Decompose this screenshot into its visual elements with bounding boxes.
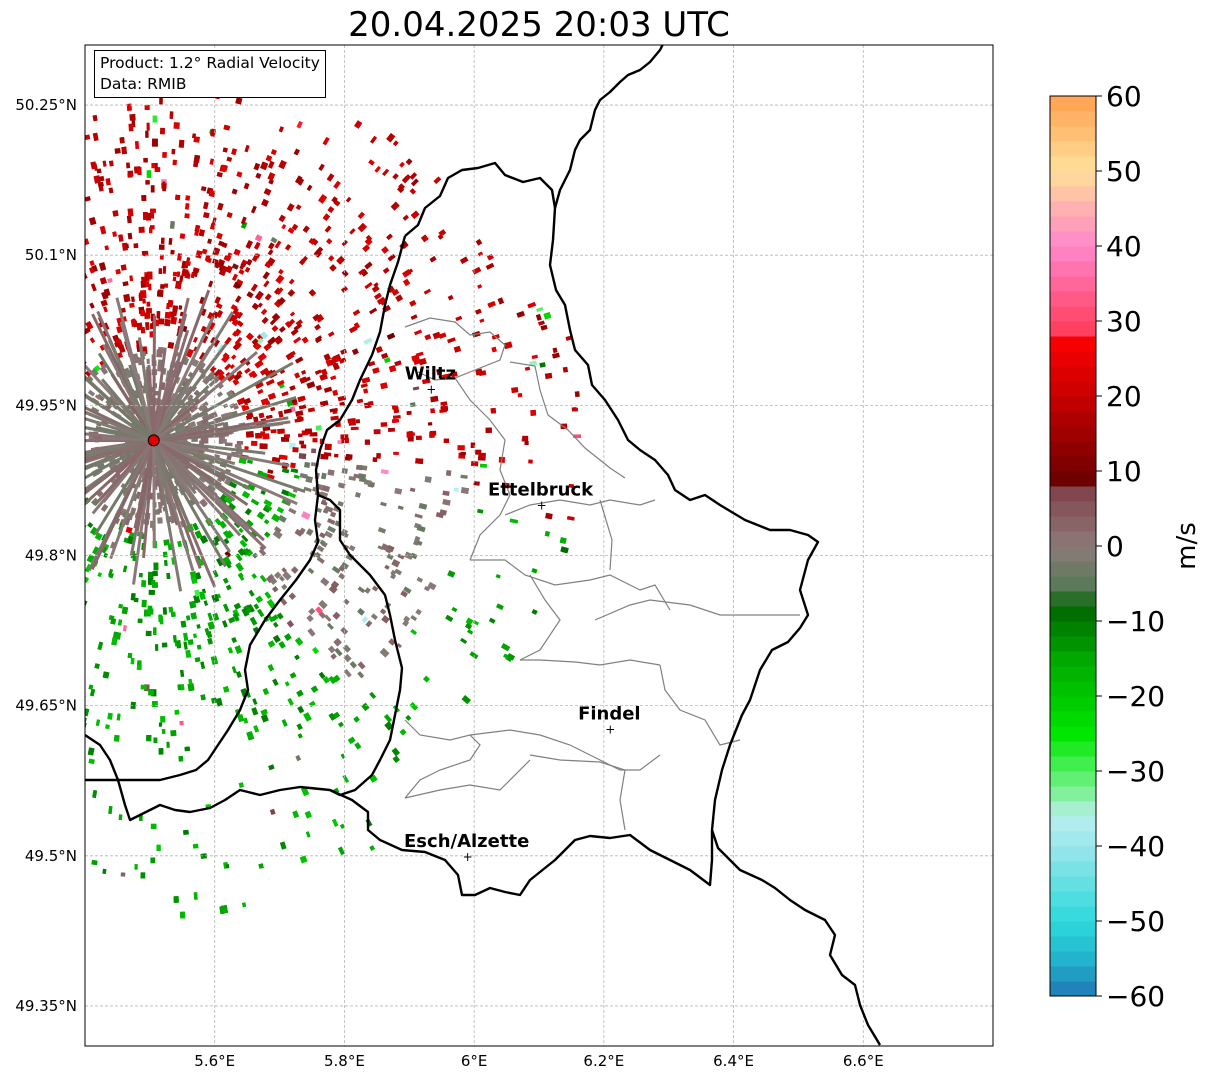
colorbar-tick-label: 0	[1106, 530, 1124, 563]
colorbar-tick-label: −50	[1106, 905, 1165, 938]
city-label: Wiltz	[405, 363, 456, 384]
country-borders	[85, 45, 882, 1046]
lat-tick-label: 50.1°N	[25, 246, 77, 264]
colorbar-tick-label: −20	[1106, 680, 1165, 713]
lat-tick-label: 49.5°N	[25, 847, 77, 865]
colorbar-tick-label: 40	[1106, 230, 1142, 263]
colorbar-tick-label: 30	[1106, 305, 1142, 338]
colorbar-tick-label: 10	[1106, 455, 1142, 488]
city-label: Esch/Alzette	[404, 831, 529, 852]
map-gridlines	[85, 45, 993, 1046]
colorbar-unit-label: m/s	[1172, 522, 1202, 570]
colorbar-tick-label: −10	[1106, 605, 1165, 638]
colorbar-tick-label: 50	[1106, 155, 1142, 188]
lat-tick-label: 49.95°N	[15, 396, 77, 414]
canton-borders	[404, 317, 800, 831]
map-plot-area	[85, 45, 993, 1046]
lon-tick-label: 6.4°E	[713, 1052, 754, 1070]
lon-tick-label: 6.6°E	[843, 1052, 884, 1070]
lon-tick-label: 6.2°E	[583, 1052, 624, 1070]
map-frame	[84, 44, 994, 1047]
city-marker: +	[537, 498, 547, 512]
colorbar: 60 50 40 30 20 10 0 −10 −20 −30 −40 −50 −60	[1049, 80, 1165, 1013]
product-info-box: Product: 1.2° Radial Velocity Data: RMIB	[94, 50, 326, 98]
lon-tick-label: 5.8°E	[324, 1052, 365, 1070]
city-marker: +	[605, 723, 615, 737]
radar-site-marker	[147, 434, 160, 447]
lat-tick-label: 49.35°N	[15, 997, 77, 1015]
colorbar-tick-label: −30	[1106, 755, 1165, 788]
lat-tick-label: 49.65°N	[15, 697, 77, 715]
city-marker: +	[463, 850, 473, 864]
colorbar-tick-label: 60	[1106, 80, 1142, 113]
colorbar-tick-label: −60	[1106, 980, 1165, 1013]
colorbar-tick-label: −40	[1106, 830, 1165, 863]
lat-tick-label: 49.8°N	[25, 547, 77, 565]
radar-velocity-field	[85, 58, 582, 919]
colorbar-tick-label: 20	[1106, 380, 1142, 413]
product-label: Product: 1.2° Radial Velocity	[100, 54, 320, 72]
city-label: Findel	[578, 704, 641, 725]
chart-title: 20.04.2025 20:03 UTC	[348, 5, 730, 45]
lon-tick-label: 6°E	[461, 1052, 488, 1070]
data-source-label: Data: RMIB	[100, 75, 187, 93]
city-label: Ettelbruck	[488, 479, 594, 500]
city-marker: +	[426, 382, 436, 396]
lat-tick-label: 50.25°N	[15, 96, 77, 114]
lon-tick-label: 5.6°E	[194, 1052, 235, 1070]
